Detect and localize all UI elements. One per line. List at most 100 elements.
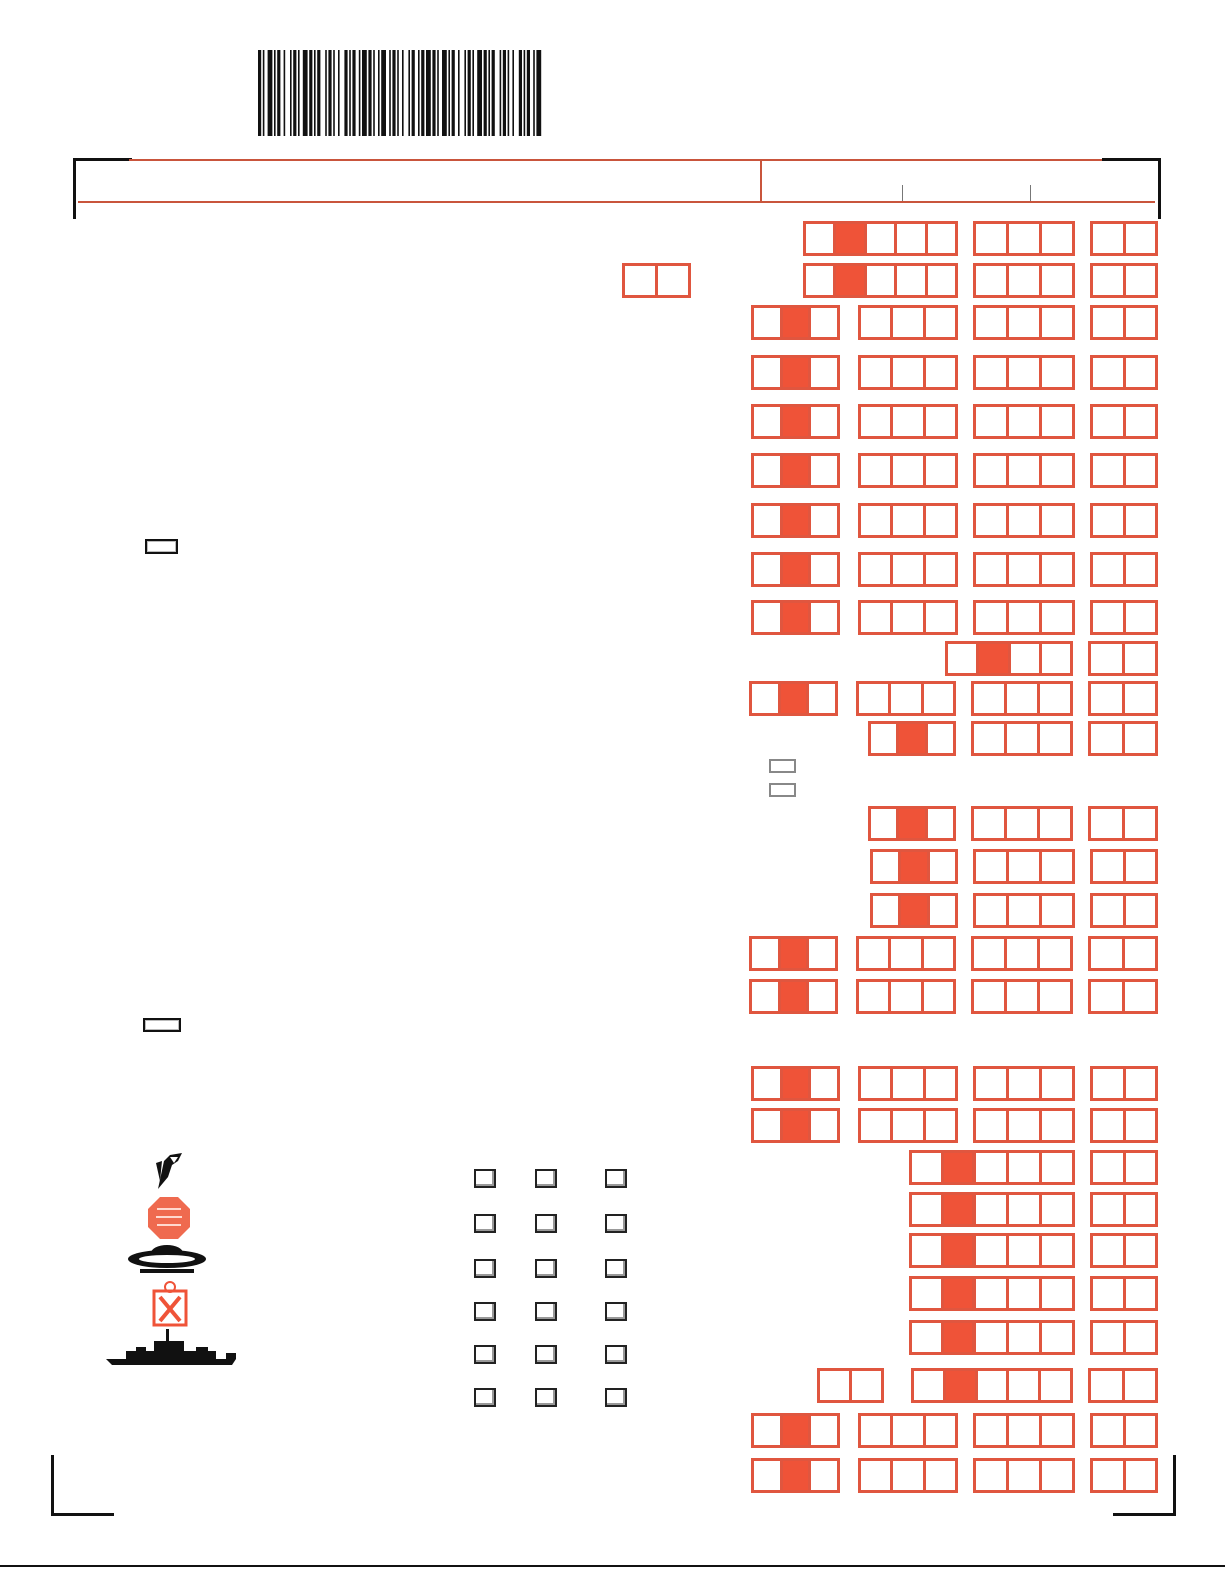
digit-cell[interactable] — [1006, 852, 1039, 881]
digit-cell[interactable] — [861, 456, 891, 485]
digit-cell[interactable] — [808, 456, 838, 485]
digit-cell[interactable] — [861, 308, 891, 337]
digit-cell[interactable] — [1122, 1416, 1155, 1445]
digit-cell[interactable] — [976, 224, 1006, 253]
amount-field-r11-g3[interactable] — [971, 681, 1073, 716]
digit-cell[interactable] — [779, 407, 809, 436]
amount-field-r21-g1[interactable] — [909, 1192, 975, 1227]
amount-field-r20-g1[interactable] — [909, 1150, 975, 1185]
digit-cell[interactable] — [1006, 1416, 1039, 1445]
amount-field-r19-g1[interactable] — [751, 1108, 840, 1143]
digit-cell[interactable] — [808, 603, 838, 632]
amount-field-r27-g2[interactable] — [858, 1458, 958, 1493]
digit-cell[interactable] — [779, 456, 809, 485]
digit-cell[interactable] — [779, 1111, 809, 1140]
digit-cell[interactable] — [806, 684, 836, 713]
digit-cell[interactable] — [808, 407, 838, 436]
digit-cell[interactable] — [922, 603, 955, 632]
digit-cell[interactable] — [754, 555, 780, 584]
amount-field-r16-g1[interactable] — [749, 936, 838, 971]
amount-field-r11-g1[interactable] — [749, 681, 838, 716]
amount-field-r8-g1[interactable] — [751, 552, 840, 587]
digit-cell[interactable] — [1122, 266, 1155, 295]
digit-cell[interactable] — [976, 1069, 1006, 1098]
digit-cell[interactable] — [1006, 896, 1039, 925]
amount-field-r7-g2[interactable] — [858, 503, 958, 538]
digit-cell[interactable] — [924, 266, 956, 295]
amount-field-r17-g2[interactable] — [856, 979, 956, 1014]
digit-cell[interactable] — [924, 724, 953, 753]
digit-cell[interactable] — [1039, 852, 1072, 881]
digit-cell[interactable] — [976, 506, 1006, 535]
digit-cell[interactable] — [808, 308, 838, 337]
amount-field-r22-g1[interactable] — [909, 1233, 975, 1268]
digit-cell[interactable] — [890, 1111, 923, 1140]
digit-cell[interactable] — [1006, 224, 1039, 253]
digit-cell[interactable] — [808, 1461, 838, 1490]
digit-cell[interactable] — [1121, 1371, 1155, 1400]
amount-field-r23-g2[interactable] — [973, 1276, 1075, 1311]
digit-cell[interactable] — [922, 456, 955, 485]
digit-cell[interactable] — [806, 224, 834, 253]
digit-cell[interactable] — [1093, 1153, 1123, 1182]
digit-cell[interactable] — [859, 939, 889, 968]
amount-field-r15-g2[interactable] — [973, 893, 1075, 928]
digit-cell[interactable] — [1006, 555, 1039, 584]
digit-cell[interactable] — [1039, 456, 1072, 485]
digit-cell[interactable] — [1038, 1371, 1070, 1400]
digit-cell[interactable] — [808, 555, 838, 584]
digit-cell[interactable] — [1122, 224, 1155, 253]
digit-cell[interactable] — [1122, 603, 1155, 632]
checkbox-r3-c2[interactable] — [535, 1259, 557, 1278]
amount-field-r10-g1[interactable] — [945, 641, 1073, 676]
digit-cell[interactable] — [1093, 266, 1123, 295]
digit-cell[interactable] — [1093, 308, 1123, 337]
digit-cell[interactable] — [1006, 1371, 1039, 1400]
amount-field-r23-g3[interactable] — [1090, 1276, 1158, 1311]
option-box-1[interactable] — [769, 759, 796, 773]
digit-cell[interactable] — [1004, 809, 1037, 838]
amount-field-r1-g3[interactable] — [1090, 221, 1158, 256]
checkbox-r4-c2[interactable] — [535, 1302, 557, 1321]
digit-cell[interactable] — [754, 456, 780, 485]
amount-field-r22-g3[interactable] — [1090, 1233, 1158, 1268]
amount-field-r19-g2[interactable] — [858, 1108, 958, 1143]
amount-field-r9-g1[interactable] — [751, 600, 840, 635]
digit-cell[interactable] — [912, 1236, 941, 1265]
digit-cell[interactable] — [1006, 308, 1039, 337]
digit-cell[interactable] — [861, 1416, 891, 1445]
digit-cell[interactable] — [1121, 982, 1155, 1011]
amount-field-r3-g2[interactable] — [858, 305, 958, 340]
digit-cell[interactable] — [926, 852, 955, 881]
digit-cell[interactable] — [1006, 1279, 1039, 1308]
checkbox-r3-c3[interactable] — [605, 1259, 627, 1278]
digit-cell[interactable] — [1091, 684, 1122, 713]
amount-field-r12-g1[interactable] — [868, 721, 956, 756]
checkbox-r6-c3[interactable] — [605, 1388, 627, 1407]
digit-cell[interactable] — [1093, 1111, 1123, 1140]
digit-cell[interactable] — [873, 852, 899, 881]
digit-cell[interactable] — [754, 358, 780, 387]
digit-cell[interactable] — [1039, 603, 1072, 632]
digit-cell[interactable] — [1004, 724, 1037, 753]
amount-field-r24-g3[interactable] — [1090, 1320, 1158, 1355]
digit-cell[interactable] — [871, 724, 897, 753]
digit-cell[interactable] — [1122, 1236, 1155, 1265]
digit-cell[interactable] — [890, 358, 923, 387]
amount-field-r27-g1[interactable] — [751, 1458, 840, 1493]
digit-cell[interactable] — [940, 1153, 972, 1182]
digit-cell[interactable] — [873, 896, 899, 925]
digit-cell[interactable] — [1122, 896, 1155, 925]
digit-cell[interactable] — [1091, 939, 1122, 968]
checkbox-r1-c3[interactable] — [605, 1169, 627, 1188]
digit-cell[interactable] — [1093, 896, 1123, 925]
digit-cell[interactable] — [1093, 555, 1123, 584]
digit-cell[interactable] — [942, 1371, 975, 1400]
amount-field-r12-g2[interactable] — [971, 721, 1073, 756]
digit-cell[interactable] — [1037, 982, 1070, 1011]
amount-field-r4-g4[interactable] — [1090, 355, 1158, 390]
amount-field-r7-g3[interactable] — [973, 503, 1075, 538]
amount-field-r19-g4[interactable] — [1090, 1108, 1158, 1143]
amount-field-r9-g4[interactable] — [1090, 600, 1158, 635]
digit-cell[interactable] — [976, 555, 1006, 584]
